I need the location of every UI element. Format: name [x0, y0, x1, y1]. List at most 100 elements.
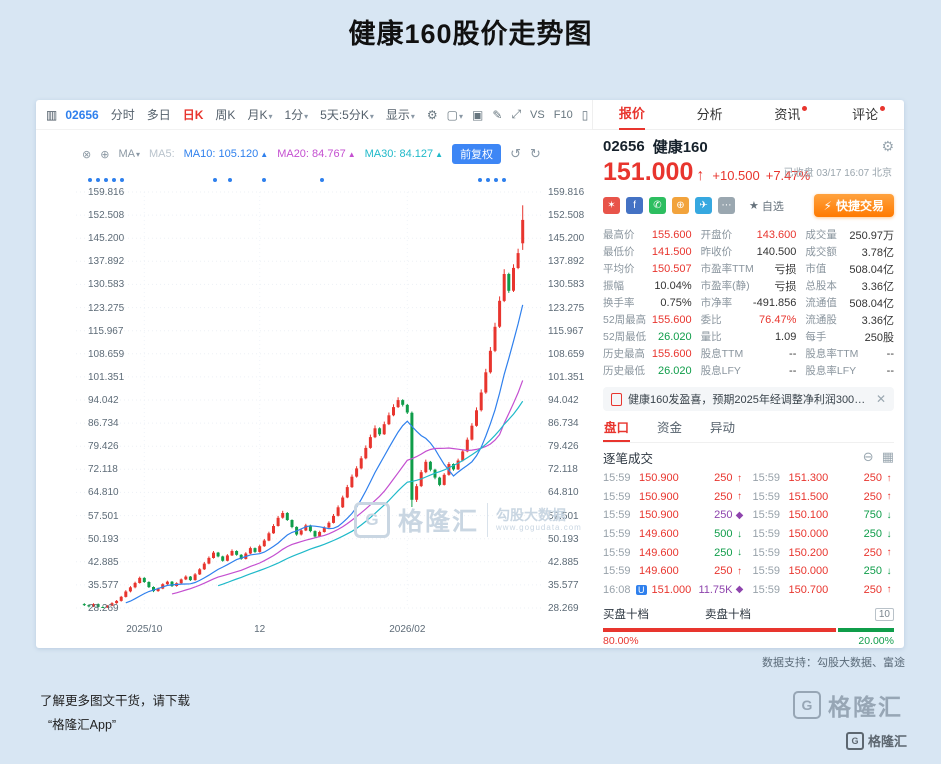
- tab-报价[interactable]: 报价: [618, 100, 645, 130]
- news-headline[interactable]: 健康160发盈喜，预期2025年经调整净利润300万…: [628, 394, 870, 406]
- event-dot: [119, 178, 124, 182]
- y-axis-label: 101.351: [548, 371, 585, 383]
- quote-stats-grid: 最高价 155.600 开盘价 143.600 成交量 250.97万 最低价 141.500…: [603, 226, 894, 379]
- trade-direction-icon: ↑: [737, 491, 742, 503]
- screenshot-camera-icon[interactable]: ▣: [472, 107, 484, 122]
- trade-row[interactable]: 15:59 149.600 500 ↓: [603, 525, 745, 544]
- share-icon-2[interactable]: f: [626, 197, 643, 214]
- trade-row[interactable]: 15:59 150.000 250 ↓: [753, 562, 895, 581]
- stat-label: 最低价: [603, 246, 635, 258]
- candlestick-chart[interactable]: [76, 184, 544, 620]
- trade-price: 150.000: [788, 528, 829, 541]
- share-icon-3[interactable]: ✆: [649, 197, 666, 214]
- stat-label: 股息率LFY: [805, 365, 857, 377]
- close-icon[interactable]: ✕: [875, 392, 886, 406]
- toolbar-item-显示[interactable]: 显示▾: [385, 108, 415, 122]
- depth-levels-badge[interactable]: 10: [874, 607, 894, 621]
- price-up-arrow-icon: ↑: [696, 167, 705, 184]
- share-icon-5[interactable]: ✈: [695, 197, 712, 214]
- trade-row[interactable]: 15:59 151.500 250 ↑: [753, 488, 895, 507]
- ma-settings-icon[interactable]: ⊕: [100, 148, 110, 161]
- toolbar-item-02656[interactable]: 02656: [65, 107, 99, 122]
- stat-label: 平均价: [603, 263, 635, 275]
- draw-pencil-icon[interactable]: ✎: [492, 107, 503, 122]
- stat-开盘价: 开盘价 143.600: [701, 226, 797, 243]
- y-axis-right: 159.816 152.508 145.200 137.892 130.583 123.2…: [548, 184, 598, 620]
- tab-资讯[interactable]: 资讯: [774, 101, 808, 129]
- stat-value: 155.600: [651, 347, 692, 360]
- y-axis-label: 57.501: [88, 510, 119, 522]
- redo-icon[interactable]: ↻: [529, 146, 541, 161]
- y-axis-label: 152.508: [88, 210, 125, 222]
- ma-hide-icon[interactable]: ⊗: [82, 148, 92, 161]
- news-bar[interactable]: 健康160发盈喜，预期2025年经调整净利润300万… ✕: [603, 387, 894, 411]
- y-axis-label: 115.967: [548, 325, 584, 337]
- stat-value: 3.36亿: [861, 280, 894, 293]
- sell-depth-label[interactable]: 卖盘十档: [705, 609, 751, 622]
- add-watchlist-button[interactable]: ★ 自选: [749, 200, 784, 213]
- expand-icon[interactable]: ⤢: [511, 107, 522, 121]
- share-icon-6[interactable]: ⋯: [718, 197, 735, 214]
- indicator-box-icon[interactable]: ▢▾: [447, 108, 463, 122]
- settings-gear-icon[interactable]: ⚙: [426, 107, 438, 122]
- mobile-icon[interactable]: ▯: [581, 107, 589, 122]
- subtab-资金[interactable]: 资金: [657, 421, 683, 435]
- y-axis-left: 159.816 152.508 145.200 137.892 130.583 123.2…: [88, 184, 138, 620]
- toolbar-item-月K[interactable]: 月K▾: [247, 108, 273, 122]
- compare-vs-button[interactable]: VS: [530, 108, 545, 121]
- toolbar-item-日K[interactable]: 日K: [182, 108, 204, 122]
- notification-dot: [802, 105, 808, 111]
- trade-row[interactable]: 15:59 151.300 250 ↑: [753, 469, 895, 488]
- trade-direction-icon: ↓: [886, 509, 892, 521]
- trade-row[interactable]: 15:59 150.200 250 ↑: [753, 543, 895, 562]
- toolbar-item-周K[interactable]: 周K: [215, 108, 236, 122]
- trade-row[interactable]: 15:59 150.700 250 ↑: [753, 581, 895, 600]
- stat-label: 成交额: [805, 246, 837, 258]
- market-status: 已收盘 03/17 16:07 北京: [783, 168, 892, 179]
- y-axis-label: 72.118: [548, 464, 578, 476]
- ma-selector[interactable]: MA▾: [118, 148, 140, 160]
- y-axis-label: 145.200: [548, 233, 585, 245]
- quote-settings-gear-icon[interactable]: ⚙: [881, 138, 894, 154]
- toolbar-item-分时[interactable]: 分时: [110, 108, 135, 122]
- depth-percentages: 80.00% 20.00%: [603, 635, 894, 647]
- stat-label: 历史最低: [603, 365, 645, 377]
- stat-最高价: 最高价 155.600: [603, 226, 692, 243]
- undo-icon[interactable]: ↺: [510, 146, 521, 161]
- data-support-note: 数据支持：勾股大数据、富途: [762, 657, 905, 669]
- trade-row[interactable]: 15:59 150.900 250 ↑: [603, 469, 745, 488]
- tab-评论[interactable]: 评论: [852, 101, 886, 129]
- trade-row[interactable]: 15:59 150.000 250 ↓: [753, 525, 895, 544]
- trade-volume: 250: [863, 472, 882, 485]
- collapse-minus-icon[interactable]: ⊖: [862, 449, 874, 464]
- trade-row[interactable]: 15:59 150.900 250 ◆: [603, 506, 745, 525]
- stat-历史最高: 历史最高 155.600: [603, 345, 692, 362]
- buy-pct: 80.00%: [603, 635, 639, 648]
- grid-view-icon[interactable]: ▦: [881, 449, 894, 464]
- event-dot: [96, 178, 101, 182]
- toolbar-item-多日[interactable]: 多日: [146, 108, 171, 122]
- toolbar-item-5天:5分K[interactable]: 5天:5分K▾: [320, 108, 374, 122]
- f10-button[interactable]: F10: [553, 108, 573, 121]
- orderflow-tabs: 盘口 资金 异动: [603, 416, 894, 443]
- trade-row[interactable]: 15:59 150.100 750 ↓: [753, 506, 895, 525]
- quick-trade-button[interactable]: ⚡ 快捷交易: [813, 194, 894, 217]
- subtab-盘口[interactable]: 盘口: [603, 416, 631, 442]
- stat-市盈率(静): 市盈率(静) 亏损: [701, 277, 797, 294]
- share-icon-4[interactable]: ⊕: [672, 197, 689, 214]
- trade-row[interactable]: 16:08 U 151.000 11.75K ◆: [603, 581, 745, 600]
- tab-分析[interactable]: 分析: [696, 106, 723, 122]
- promo-line2: “格隆汇App”: [48, 717, 117, 732]
- buy-depth-label[interactable]: 买盘十档: [603, 609, 649, 622]
- adjust-mode-button[interactable]: 前复权: [452, 144, 502, 164]
- toolbar-item-1分[interactable]: 1分▾: [284, 108, 309, 122]
- trade-volume: 250: [714, 490, 733, 503]
- trade-row[interactable]: 15:59 149.600 250 ↓: [603, 543, 745, 562]
- share-icon-1[interactable]: ✶: [603, 197, 620, 214]
- kline-window-icon[interactable]: ▥: [46, 107, 58, 122]
- y-axis-label: 79.426: [548, 441, 579, 453]
- subtab-异动[interactable]: 异动: [710, 421, 736, 435]
- trade-row[interactable]: 15:59 149.600 250 ↑: [603, 562, 745, 581]
- trade-row[interactable]: 15:59 150.900 250 ↑: [603, 488, 745, 507]
- trade-volume: 500: [714, 528, 733, 541]
